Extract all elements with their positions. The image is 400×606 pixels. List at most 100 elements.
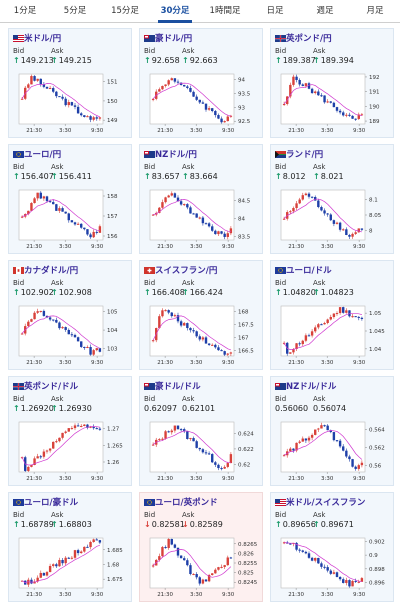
candle-body	[55, 564, 58, 567]
candle-body	[173, 425, 177, 431]
candle-body	[95, 428, 98, 430]
ask-label: Ask	[182, 279, 195, 287]
candle-body	[192, 330, 195, 332]
currency-pair-link[interactable]: 豪ドル/円	[155, 34, 193, 44]
currency-pair-link[interactable]: NZドル/ドル	[286, 382, 337, 392]
candle-body	[201, 449, 205, 453]
currency-pair-link[interactable]: NZドル/円	[155, 150, 197, 160]
candle-body	[70, 557, 74, 559]
rate-card-header: ユーロ/豪ドル	[13, 497, 79, 508]
candle-body	[217, 464, 220, 469]
rate-card-header: 英ポンド/円	[275, 33, 332, 44]
candle-body	[342, 112, 345, 116]
price-chart[interactable]: 8.1 8.05 8 21:30 3:30 9:30	[275, 187, 391, 251]
candle-body	[289, 211, 292, 213]
rate-card[interactable]: ユーロ/豪ドル Bid Ask1.687891.68803 1.685 1.68 1.67…	[8, 492, 132, 602]
tab-6[interactable]: 週足	[316, 6, 334, 16]
tab-3[interactable]: 30分足	[150, 0, 200, 23]
price-chart[interactable]: 192 191 190 189 21:30 3:30 9:30	[275, 71, 391, 135]
moving-average-line	[284, 541, 362, 582]
candle-body	[52, 441, 55, 449]
rate-card[interactable]: NZドル/円 Bid Ask83.65783.664 84.5 84 83.5 21:30 3…	[139, 144, 263, 254]
price-chart[interactable]: 1.05 1.045 1.04 21:30 3:30 9:30	[275, 303, 391, 367]
currency-pair-link[interactable]: ユーロ/豪ドル	[24, 498, 79, 508]
currency-pair-link[interactable]: 豪ドル/ドル	[155, 382, 201, 392]
ask-value: 189.394	[313, 56, 354, 65]
candle-body	[351, 115, 354, 119]
rate-card[interactable]: ユーロ/英ポンドBidAsk0.825810.825890.82650.8260…	[139, 492, 263, 602]
candle-body	[295, 76, 298, 81]
currency-pair-link[interactable]: 米ドル/スイスフラン	[286, 498, 366, 508]
rate-card[interactable]: ユーロ/ドル Bid Ask1.048201.04823 1.05 1.045 1.04 2…	[270, 260, 394, 370]
price-chart[interactable]: 94 93.5 93 92.5 21:30 3:30 9:30	[144, 71, 260, 135]
candle-body	[310, 88, 314, 94]
rate-card[interactable]: 英ポンド/ドル Bid Ask1.269201.26930 1.27 1.265 1.26…	[8, 376, 132, 486]
price-chart[interactable]: 84.5 84 83.5 21:30 3:30 9:30	[144, 187, 260, 251]
nz-flag-icon	[144, 150, 155, 158]
tab-4[interactable]: 1時間足	[209, 6, 241, 16]
tab-2[interactable]: 15分足	[111, 6, 139, 16]
rate-card[interactable]: ユーロ/円 Bid Ask156.407156.411 158 157 156 21:30 3…	[8, 144, 132, 254]
moving-average-line	[152, 549, 232, 578]
tab-7[interactable]: 月足	[366, 6, 384, 16]
price-chart[interactable]: 158 157 156 21:30 3:30 9:30	[13, 187, 129, 251]
x-tick-label: 9:30	[222, 128, 235, 134]
currency-pair-link[interactable]: スイスフラン/円	[155, 266, 218, 276]
y-tick-label: 0.562	[369, 445, 385, 451]
currency-pair-link[interactable]: ランド/円	[286, 150, 324, 160]
x-tick-label: 21:30	[26, 476, 42, 482]
candle-body	[176, 197, 180, 202]
price-chart[interactable]: 0.902 0.9 0.898 0.896 21:30 3:30 9:30	[275, 535, 391, 599]
candle-body	[61, 96, 64, 99]
chart-plot-area	[149, 73, 235, 125]
rate-card[interactable]: 英ポンド/円 Bid Ask189.387189.394 192 191 190 189 21…	[270, 28, 394, 138]
currency-pair-link[interactable]: 英ポンド/円	[286, 34, 332, 44]
ask-value: 0.62101	[182, 404, 216, 413]
candle-body	[282, 104, 286, 106]
y-tick-label: 0.564	[369, 427, 385, 433]
ask-label: Ask	[313, 279, 326, 287]
tab-5[interactable]: 日足	[266, 6, 284, 16]
rate-card[interactable]: スイスフラン/円BidAsk166.408166.424168167.51671…	[139, 260, 263, 370]
y-tick-label: 93	[238, 105, 245, 111]
candle-body	[30, 465, 33, 467]
us-flag-icon	[275, 498, 286, 506]
candle-body	[95, 117, 98, 119]
price-chart[interactable]: 1.27 1.265 1.26 21:30 3:30 9:30	[13, 419, 129, 483]
currency-pair-link[interactable]: ユーロ/ドル	[286, 266, 332, 276]
rate-card[interactable]: NZドル/ドル Bid Ask 0.56060 0.56074 0.564 0.562 0.5…	[270, 376, 394, 486]
currency-pair-link[interactable]: カナダドル/円	[24, 266, 79, 276]
bid-value: 189.387	[275, 56, 316, 65]
candle-body	[320, 425, 323, 429]
ask-value: 156.411	[51, 172, 92, 181]
price-chart[interactable]: 0.564 0.562 0.56 21:30 3:30 9:30	[275, 419, 391, 483]
price-chart[interactable]: 151 150 149 21:30 3:30 9:30	[13, 71, 129, 135]
x-tick-label: 9:30	[222, 592, 235, 598]
moving-average-line	[152, 82, 231, 117]
candle-body	[292, 208, 295, 212]
rate-card[interactable]: 豪ドル/ドル Bid Ask 0.62097 0.62101 0.624 0.622 0.62…	[139, 376, 263, 486]
candle-body	[36, 577, 39, 582]
price-chart[interactable]: 0.8265 0.826 0.8255 0.825 0.8245 21:30 3:30 9:3…	[144, 535, 260, 599]
currency-pair-link[interactable]: 米ドル/円	[24, 34, 62, 44]
bid-value: 0.89656	[275, 520, 316, 529]
rate-card[interactable]: 米ドル/円 Bid Ask149.213149.215 151 150 149 21:30 3…	[8, 28, 132, 138]
currency-pair-link[interactable]: 英ポンド/ドル	[24, 382, 79, 392]
bid-value: 156.407	[13, 172, 54, 181]
tab-1[interactable]: 5分足	[63, 6, 87, 16]
candle-body	[207, 343, 211, 345]
currency-pair-link[interactable]: ユーロ/英ポンド	[155, 498, 218, 508]
rate-card[interactable]: カナダドル/円 Bid Ask102.902102.908 105 104 103 21:3…	[8, 260, 132, 370]
price-chart[interactable]: 0.624 0.622 0.62 21:30 3:30 9:30	[144, 419, 260, 483]
gb-flag-icon	[275, 34, 286, 42]
candle-body	[223, 233, 226, 237]
price-chart[interactable]: 105 104 103 21:30 3:30 9:30	[13, 303, 129, 367]
price-chart[interactable]: 168 167.5 167 166.5 21:30 3:30 9:30	[144, 303, 260, 367]
tab-0[interactable]: 1分足	[13, 6, 37, 16]
rate-card[interactable]: ランド/円 Bid Ask 8.012 8.021 8.1 8.05 8 21:30 3:30 9:…	[270, 144, 394, 254]
price-chart[interactable]: 1.685 1.68 1.675 21:30 3:30 9:30	[13, 535, 129, 599]
candle-body	[170, 430, 173, 433]
rate-card[interactable]: 豪ドル/円 Bid Ask92.65892.663 94 93.5 93 92.5 21:30…	[139, 28, 263, 138]
rate-card[interactable]: 米ドル/スイスフランBidAsk0.896560.896710.9020.90.…	[270, 492, 394, 602]
currency-pair-link[interactable]: ユーロ/円	[24, 150, 62, 160]
